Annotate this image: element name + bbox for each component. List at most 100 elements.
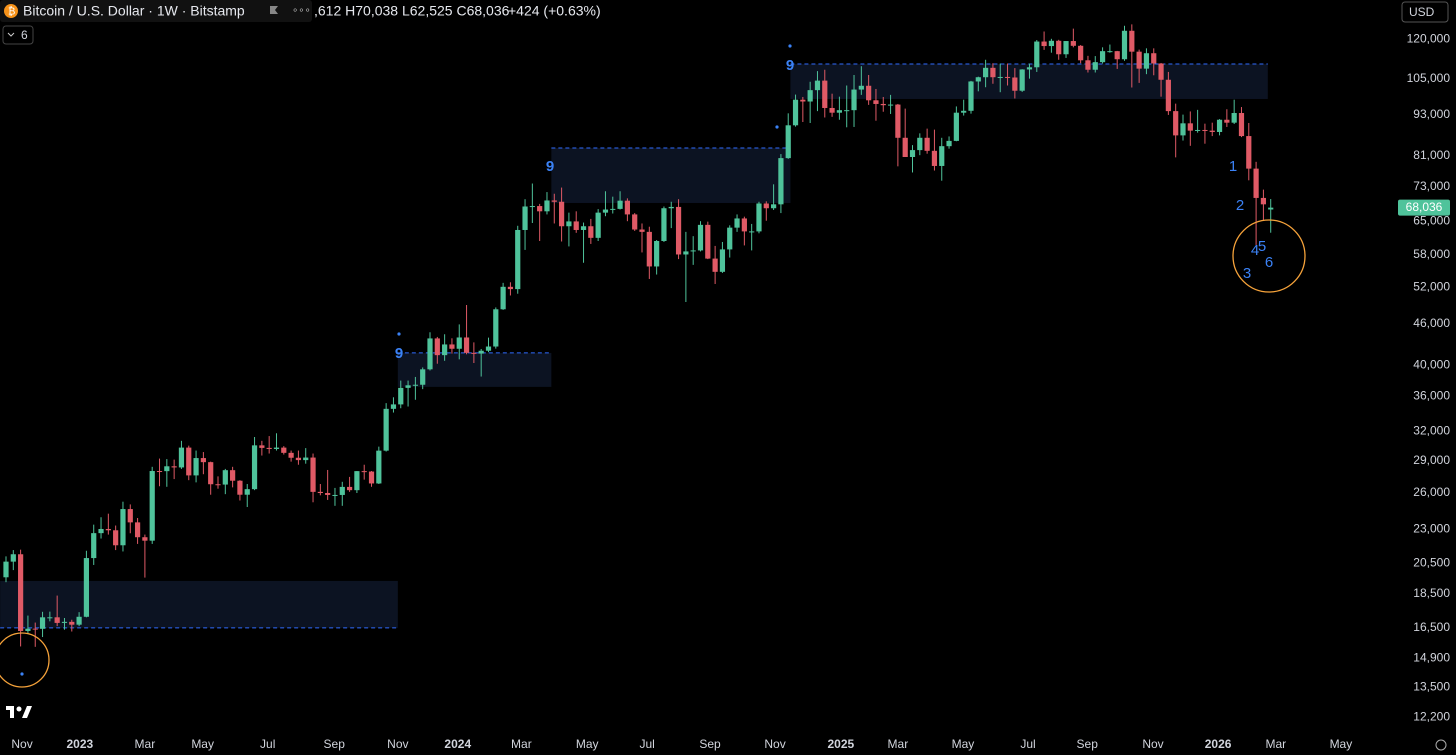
candle-body — [1034, 41, 1040, 68]
x-tick-label: May — [1330, 737, 1353, 751]
candle-body — [127, 509, 133, 523]
indicator-toggle[interactable] — [2, 25, 34, 45]
candle-body — [924, 137, 930, 151]
candle-body — [1195, 129, 1201, 131]
logo — [6, 706, 32, 718]
candle-body — [346, 486, 353, 491]
currency[interactable]: USD — [1409, 5, 1435, 19]
candle-body — [18, 554, 24, 631]
flag-icon[interactable] — [270, 6, 278, 14]
y-tick-label: 40,000 — [1413, 357, 1450, 371]
candle-body — [1026, 67, 1033, 70]
candle-body — [390, 404, 397, 409]
candle-body — [325, 493, 331, 495]
x-tick-label: Jul — [639, 737, 654, 751]
candle-body — [1012, 77, 1018, 91]
td-count: 1 — [1229, 158, 1237, 175]
candle-body — [756, 203, 762, 232]
zone — [0, 580, 398, 628]
zones — [0, 63, 1268, 629]
candle-body — [880, 103, 886, 106]
candle-body — [887, 104, 894, 106]
x-tick-label: May — [576, 737, 599, 751]
candle-body — [983, 67, 989, 78]
indicator-count[interactable]: 6 — [21, 28, 28, 42]
candle-body — [208, 462, 214, 485]
candle-body — [178, 447, 185, 468]
candle-body — [1092, 62, 1098, 70]
x-tick-label: Mar — [1266, 737, 1287, 751]
candle-body — [602, 209, 609, 213]
x-tick-label: Mar — [135, 737, 156, 751]
candle-body — [398, 387, 404, 405]
candle-body — [1004, 76, 1011, 78]
candle-body — [317, 491, 323, 494]
td-count: 9 — [786, 57, 794, 74]
candle-body — [939, 146, 945, 166]
y-tick-label: 32,000 — [1413, 424, 1450, 438]
candle-body — [230, 470, 236, 481]
x-tick-label: Jul — [1020, 737, 1035, 751]
candle-body — [558, 201, 565, 227]
candle-body — [120, 509, 126, 546]
candle-body — [1216, 119, 1223, 132]
candle-body — [98, 528, 104, 534]
candle-body — [1063, 41, 1069, 55]
candle-body — [420, 369, 426, 385]
candle-body — [215, 484, 221, 486]
candle-body — [683, 251, 689, 255]
currency-button[interactable] — [1401, 1, 1449, 23]
candle-body — [449, 344, 455, 349]
candle-body — [1107, 51, 1113, 53]
y-tick-label: 23,000 — [1413, 522, 1450, 536]
candle-body — [529, 206, 535, 208]
x-tick-label: Nov — [1142, 737, 1163, 751]
candle-body — [610, 208, 616, 210]
td-count: 9 — [546, 158, 554, 175]
price-tag-label: 68,036 — [1406, 200, 1443, 214]
candle-body — [975, 77, 981, 82]
candle-body — [493, 309, 499, 347]
candle-body — [588, 226, 594, 238]
candle-body — [3, 561, 9, 578]
y-tick-label: 16,500 — [1413, 620, 1450, 634]
x-tick-label: Jul — [260, 737, 275, 751]
candle-body — [1136, 51, 1142, 69]
candle-body — [909, 150, 916, 158]
candle-body — [851, 89, 857, 111]
candle-body — [383, 408, 389, 451]
x-tick-label: Sep — [699, 737, 721, 751]
candle-body — [807, 90, 813, 102]
ohlc: ,612 H70,038 L62,525 C68,036 — [314, 3, 510, 19]
more-icon[interactable]: ∘∘∘ — [292, 6, 311, 17]
candle-body — [551, 200, 557, 202]
y-tick-label: 13,500 — [1413, 680, 1450, 694]
highlight-circle — [0, 632, 50, 688]
candle-body — [54, 617, 60, 623]
candle-body — [237, 480, 243, 495]
candle-body — [822, 80, 828, 108]
candle-body — [25, 628, 31, 631]
y-tick-label: 36,000 — [1413, 389, 1450, 403]
candle-body — [368, 471, 375, 484]
x-tick-label: May — [191, 737, 214, 751]
candle-body — [412, 384, 418, 386]
candle-body — [332, 494, 338, 496]
x-tick-label: 2026 — [1205, 737, 1232, 751]
candle-body — [1114, 51, 1120, 60]
coin-icon — [4, 4, 18, 18]
candle-body — [771, 204, 777, 209]
candle-body — [902, 137, 908, 158]
candle-body — [186, 447, 192, 476]
x-tick-label: Nov — [764, 737, 785, 751]
candle-body — [281, 447, 287, 453]
candle-body — [792, 99, 799, 126]
candle-body — [800, 99, 806, 102]
candle-body — [917, 137, 923, 151]
y-tick-label: 81,000 — [1413, 148, 1450, 162]
settings-icon[interactable] — [1435, 739, 1447, 751]
candle-body — [785, 125, 791, 159]
candle-body — [895, 104, 901, 138]
y-tick-label: 58,000 — [1413, 247, 1450, 261]
td-count: 6 — [1265, 254, 1273, 271]
